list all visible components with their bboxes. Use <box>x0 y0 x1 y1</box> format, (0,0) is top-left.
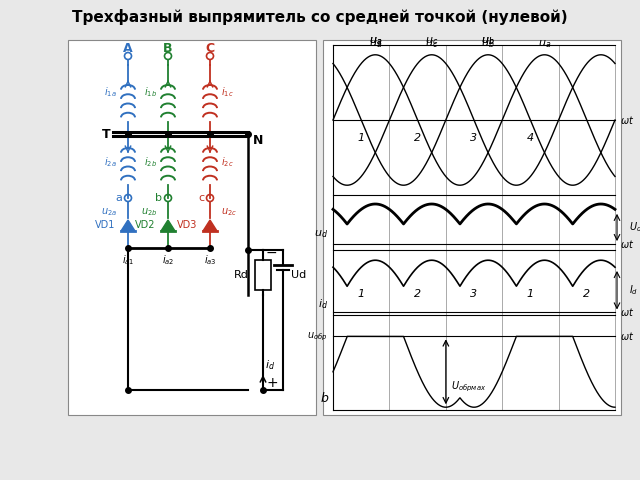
Polygon shape <box>121 220 135 231</box>
Text: $u_{c}$: $u_{c}$ <box>425 35 438 47</box>
Text: $i_{a1}$: $i_{a1}$ <box>122 253 134 267</box>
Text: 4: 4 <box>527 133 534 143</box>
Text: +: + <box>266 376 278 390</box>
Text: $u_{обр}$: $u_{обр}$ <box>307 330 328 343</box>
Text: VD1: VD1 <box>95 220 115 230</box>
Text: $i_{a2}$: $i_{a2}$ <box>162 253 174 267</box>
Text: VD2: VD2 <box>134 220 155 230</box>
Text: $u_{c}$: $u_{c}$ <box>425 38 438 50</box>
Text: $u_{a}$: $u_{a}$ <box>369 35 382 47</box>
Text: $u_{b}$: $u_{b}$ <box>481 38 495 50</box>
Text: 2: 2 <box>414 289 421 299</box>
Text: $\omega t$: $\omega t$ <box>620 114 634 126</box>
Text: $\omega t$: $\omega t$ <box>620 330 634 342</box>
Text: 1: 1 <box>358 133 365 143</box>
Polygon shape <box>161 220 175 231</box>
Text: B: B <box>163 41 173 55</box>
Text: N: N <box>253 133 264 146</box>
FancyBboxPatch shape <box>323 40 621 415</box>
Text: 1: 1 <box>358 289 365 299</box>
Text: $u_{a}$: $u_{a}$ <box>538 38 551 50</box>
Text: $I_d$: $I_d$ <box>629 283 638 297</box>
Text: 2: 2 <box>414 133 421 143</box>
Text: 2: 2 <box>583 289 590 299</box>
Text: $i_{1c}$: $i_{1c}$ <box>221 85 234 99</box>
Text: $i_d$: $i_d$ <box>265 358 275 372</box>
Text: $u_{2a}$: $u_{2a}$ <box>100 206 117 218</box>
Text: $i_{a3}$: $i_{a3}$ <box>204 253 216 267</box>
Text: $i_{2b}$: $i_{2b}$ <box>144 155 157 169</box>
Text: $\omega t$: $\omega t$ <box>620 306 634 318</box>
Text: $U_{обрмах}$: $U_{обрмах}$ <box>451 380 486 395</box>
Text: $U_d$: $U_d$ <box>629 221 640 234</box>
Text: $u_{a}$: $u_{a}$ <box>369 38 382 50</box>
Text: a: a <box>116 193 122 203</box>
Text: $u_{a}$: $u_{a}$ <box>369 35 382 47</box>
Text: Rd: Rd <box>234 270 249 280</box>
Text: 3: 3 <box>470 289 477 299</box>
Text: $i_{2c}$: $i_{2c}$ <box>221 155 234 169</box>
Text: T: T <box>102 128 110 141</box>
Text: $u_d$: $u_d$ <box>314 228 328 240</box>
Text: $i_{1a}$: $i_{1a}$ <box>104 85 117 99</box>
Text: $i_{1b}$: $i_{1b}$ <box>144 85 157 99</box>
Text: $\omega t$: $\omega t$ <box>620 238 634 250</box>
Text: $i_{2a}$: $i_{2a}$ <box>104 155 117 169</box>
Text: 1: 1 <box>527 289 534 299</box>
Text: Ud: Ud <box>291 270 307 280</box>
Text: 3: 3 <box>470 133 477 143</box>
Text: b: b <box>156 193 163 203</box>
Text: $u_{2c}$: $u_{2c}$ <box>221 206 237 218</box>
Text: $i_d$: $i_d$ <box>318 298 328 312</box>
FancyBboxPatch shape <box>255 260 271 290</box>
Text: C: C <box>205 41 214 55</box>
Text: $u_{b}$: $u_{b}$ <box>481 35 495 47</box>
Text: c: c <box>198 193 204 203</box>
Text: b: b <box>320 392 328 405</box>
Text: −: − <box>266 246 278 260</box>
Text: $u_{2b}$: $u_{2b}$ <box>141 206 157 218</box>
Text: VD3: VD3 <box>177 220 197 230</box>
FancyBboxPatch shape <box>68 40 316 415</box>
Text: A: A <box>123 41 133 55</box>
Polygon shape <box>203 220 217 231</box>
Text: Трехфазный выпрямитель со средней точкой (нулевой): Трехфазный выпрямитель со средней точкой… <box>72 9 568 25</box>
Text: $u_{b}$: $u_{b}$ <box>481 35 495 47</box>
